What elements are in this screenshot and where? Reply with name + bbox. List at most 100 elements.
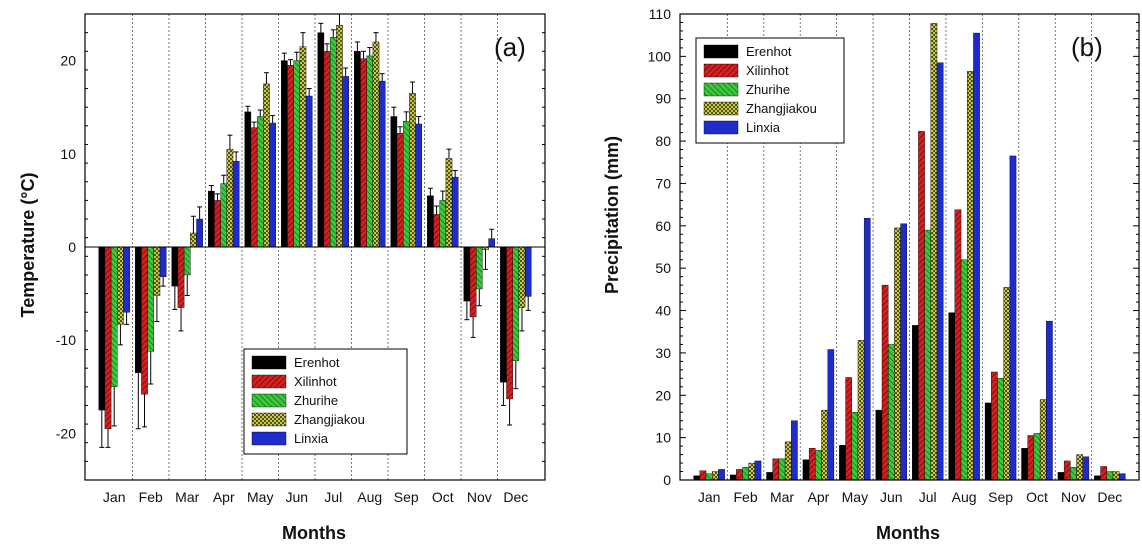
bar-linxia-sep bbox=[415, 123, 422, 248]
bar-erenhot-apr bbox=[208, 190, 215, 248]
bar-zhangjiakou-apr bbox=[821, 409, 828, 481]
bar-linxia-jan bbox=[123, 246, 130, 313]
bar-erenhot-jul bbox=[317, 32, 325, 248]
x-tick-label-feb: Feb bbox=[734, 489, 758, 505]
bar-erenhot-dec bbox=[1094, 475, 1101, 481]
temperature-chart-svg: -20 -10 0 10 20 Jan Feb Mar Apr May Jun Jul Aug Sep Oc… bbox=[18, 13, 546, 543]
bar-xilinhot-may bbox=[845, 377, 852, 481]
y-axis-title-b: Precipitation (mm) bbox=[602, 136, 622, 294]
y-tick-label: 0 bbox=[663, 472, 671, 488]
bar-xilinhot-aug bbox=[360, 58, 367, 248]
bar-zhangjiakou-dec bbox=[518, 246, 526, 308]
bar-xilinhot-dec bbox=[1100, 466, 1107, 481]
y-tick-label: 20 bbox=[60, 53, 76, 69]
bar-xilinhot-nov bbox=[469, 246, 477, 318]
temperature-chart: -20 -10 0 10 20 Jan Feb Mar Apr May Jun Jul Aug Sep Oc… bbox=[0, 0, 571, 548]
bar-linxia-apr bbox=[232, 161, 240, 248]
panel-label-a: (a) bbox=[494, 32, 526, 62]
bar-zhurihe-nov bbox=[1070, 467, 1077, 481]
bar-zhangjiakou-feb bbox=[748, 462, 756, 481]
bar-zhurihe-apr bbox=[220, 183, 228, 248]
legend-label-zhurihe: Zhurihe bbox=[746, 82, 790, 97]
bar-linxia-feb bbox=[159, 246, 167, 278]
bar-zhurihe-may bbox=[256, 116, 264, 248]
legend-swatch-zhurihe bbox=[703, 82, 739, 97]
x-tick-label-mar: Mar bbox=[770, 489, 794, 505]
bar-zhangjiakou-jun bbox=[894, 227, 901, 481]
y-tick-label: 80 bbox=[655, 133, 671, 149]
bar-erenhot-feb bbox=[729, 474, 737, 481]
legend-a: Erenhot Xilinhot Zhurihe Zhangjiakou Linxia bbox=[243, 348, 408, 455]
bar-linxia-jun bbox=[900, 223, 907, 481]
y-tick-label: 90 bbox=[655, 91, 671, 107]
bar-erenhot-jun bbox=[281, 60, 288, 248]
bar-zhangjiakou-mar bbox=[784, 441, 792, 481]
y-tick-label: -10 bbox=[56, 332, 76, 348]
y-axis-title-a: Temperature (°C) bbox=[18, 173, 38, 318]
legend-swatch-xilinhot bbox=[703, 63, 739, 78]
bar-linxia-jan bbox=[718, 469, 725, 481]
x-tick-label-oct: Oct bbox=[432, 489, 454, 505]
x-axis-title-a: Months bbox=[282, 523, 346, 543]
bar-linxia-nov bbox=[1082, 456, 1090, 481]
y-tick-label: 40 bbox=[655, 303, 671, 319]
bar-zhangjiakou-mar bbox=[190, 232, 197, 248]
bar-erenhot-feb bbox=[135, 246, 142, 374]
bar-linxia-jul bbox=[342, 76, 349, 248]
y-tick-label: 50 bbox=[655, 260, 671, 276]
bar-linxia-dec bbox=[1118, 473, 1126, 481]
bar-xilinhot-apr bbox=[214, 200, 221, 248]
y-tick-label: 100 bbox=[648, 48, 672, 64]
bar-zhangjiakou-sep bbox=[409, 93, 416, 248]
bar-linxia-dec bbox=[524, 246, 532, 297]
y-tick-label: 20 bbox=[655, 387, 671, 403]
plot-frame bbox=[84, 13, 546, 481]
bar-zhurihe-sep bbox=[997, 378, 1004, 481]
bar-linxia-jul bbox=[936, 62, 944, 481]
bar-zhurihe-jun bbox=[293, 60, 301, 248]
x-tick-label-aug: Aug bbox=[357, 489, 382, 505]
x-tick-label-nov: Nov bbox=[467, 489, 492, 505]
bar-linxia-sep bbox=[1009, 155, 1017, 481]
x-tick-label-sep: Sep bbox=[394, 489, 419, 505]
bar-erenhot-jan bbox=[98, 246, 106, 411]
bar-xilinhot-sep bbox=[991, 371, 998, 481]
precipitation-chart: 0 10 20 30 40 50 60 70 80 90 100 110 Jan Feb Mar Apr May… bbox=[571, 0, 1142, 548]
bar-erenhot-aug bbox=[948, 312, 956, 481]
bar-xilinhot-mar bbox=[772, 458, 780, 481]
bar-xilinhot-dec bbox=[506, 246, 513, 400]
bar-erenhot-oct bbox=[1021, 448, 1028, 481]
bar-zhurihe-jun bbox=[887, 344, 895, 481]
bar-erenhot-dec bbox=[500, 246, 507, 383]
y-tick-label: 10 bbox=[60, 146, 76, 162]
legend-label-erenhot: Erenhot bbox=[294, 355, 340, 370]
bar-zhurihe-aug bbox=[960, 259, 968, 481]
bar-xilinhot-jan bbox=[699, 470, 707, 481]
bar-erenhot-sep bbox=[390, 116, 398, 248]
legend-swatch-erenhot bbox=[703, 44, 739, 59]
x-tick-label-dec: Dec bbox=[503, 489, 528, 505]
legend-swatch-linxia bbox=[251, 431, 287, 446]
bar-linxia-aug bbox=[378, 80, 386, 248]
bar-zhangjiakou-jul bbox=[930, 23, 938, 481]
bar-zhurihe-mar bbox=[183, 246, 191, 276]
bar-linxia-mar bbox=[196, 218, 203, 248]
bar-zhangjiakou-sep bbox=[1003, 287, 1011, 481]
x-axis-title-b: Months bbox=[876, 523, 940, 543]
bar-erenhot-jul bbox=[912, 325, 919, 481]
bar-xilinhot-oct bbox=[433, 214, 440, 248]
x-tick-label-sep: Sep bbox=[988, 489, 1013, 505]
bar-zhangjiakou-aug bbox=[967, 70, 974, 481]
bar-xilinhot-nov bbox=[1063, 460, 1071, 481]
plot-frame bbox=[679, 13, 1140, 481]
bar-zhurihe-feb bbox=[147, 246, 155, 352]
bar-linxia-oct bbox=[1046, 320, 1053, 481]
y-tick-label: 30 bbox=[655, 345, 671, 361]
bar-linxia-nov bbox=[488, 238, 495, 248]
bar-erenhot-nov bbox=[463, 246, 471, 302]
bar-zhurihe-oct bbox=[1033, 433, 1041, 481]
bar-zhangjiakou-aug bbox=[372, 41, 380, 248]
bar-linxia-may bbox=[863, 217, 871, 481]
bar-erenhot-aug bbox=[354, 51, 361, 248]
x-tick-label-nov: Nov bbox=[1061, 489, 1086, 505]
